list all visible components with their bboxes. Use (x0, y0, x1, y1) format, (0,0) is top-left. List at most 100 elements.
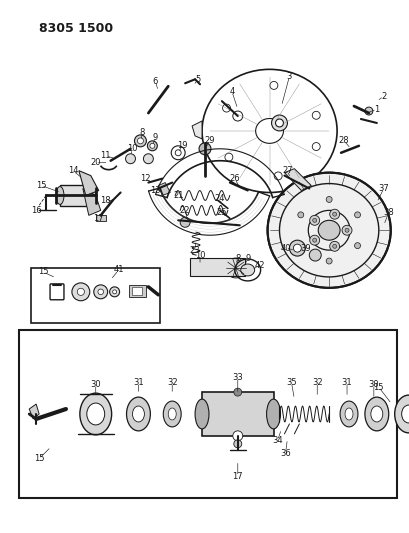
Circle shape (332, 212, 336, 216)
Text: 15: 15 (36, 181, 46, 190)
Bar (202, 392, 273, 436)
Text: 24: 24 (214, 194, 225, 203)
Polygon shape (29, 404, 39, 419)
Ellipse shape (266, 399, 280, 429)
Circle shape (222, 104, 230, 112)
Ellipse shape (344, 408, 352, 420)
Ellipse shape (317, 220, 339, 240)
Circle shape (309, 235, 319, 245)
Text: 15: 15 (34, 454, 44, 463)
Text: 32: 32 (311, 378, 322, 387)
Text: 13: 13 (150, 186, 160, 195)
Circle shape (233, 440, 241, 448)
Text: 8: 8 (139, 128, 145, 138)
Circle shape (312, 219, 316, 222)
Ellipse shape (87, 403, 104, 425)
Text: 39: 39 (299, 244, 310, 253)
Circle shape (354, 212, 360, 218)
Ellipse shape (364, 397, 388, 431)
Text: 1: 1 (373, 104, 378, 114)
Text: 8: 8 (234, 254, 240, 263)
Circle shape (233, 388, 241, 396)
Text: 9: 9 (152, 133, 157, 142)
Circle shape (326, 258, 331, 264)
Circle shape (308, 249, 320, 261)
Text: 27: 27 (281, 166, 292, 175)
Ellipse shape (240, 264, 254, 276)
Circle shape (125, 154, 135, 164)
Text: 3: 3 (286, 72, 291, 81)
Ellipse shape (56, 187, 64, 205)
Circle shape (109, 287, 119, 297)
Text: 19: 19 (176, 141, 187, 150)
Text: 32: 32 (166, 378, 177, 387)
Circle shape (274, 172, 281, 180)
Circle shape (137, 138, 143, 144)
Ellipse shape (168, 408, 176, 420)
Text: 5: 5 (195, 75, 200, 84)
Circle shape (72, 283, 90, 301)
Bar (19, 329, 396, 498)
Polygon shape (284, 168, 310, 190)
Text: 42: 42 (254, 261, 264, 270)
Bar (132, 287, 142, 295)
Text: 41: 41 (113, 265, 124, 274)
Circle shape (230, 263, 240, 273)
Ellipse shape (80, 393, 111, 435)
Circle shape (112, 290, 116, 294)
Text: 33: 33 (232, 373, 243, 382)
Circle shape (289, 240, 305, 256)
Text: 12: 12 (140, 174, 150, 183)
Ellipse shape (339, 401, 357, 427)
Bar (60, 184, 92, 206)
Text: 14: 14 (67, 166, 78, 175)
Text: 36: 36 (279, 449, 290, 458)
Polygon shape (79, 171, 99, 196)
Circle shape (150, 143, 155, 148)
Text: 29: 29 (204, 136, 215, 146)
Text: 15: 15 (38, 268, 48, 277)
Text: 10: 10 (194, 251, 205, 260)
Circle shape (269, 82, 277, 90)
Text: 15: 15 (373, 383, 383, 392)
Ellipse shape (163, 401, 181, 427)
Ellipse shape (394, 395, 409, 433)
Circle shape (309, 215, 319, 225)
Circle shape (98, 289, 103, 295)
Text: 21: 21 (173, 191, 183, 200)
Circle shape (180, 217, 190, 227)
Circle shape (293, 244, 301, 252)
Ellipse shape (126, 397, 150, 431)
Text: 31: 31 (133, 378, 144, 387)
Circle shape (134, 135, 146, 147)
Circle shape (329, 241, 339, 251)
Text: 28: 28 (338, 136, 348, 146)
Circle shape (297, 243, 303, 248)
Ellipse shape (267, 173, 390, 288)
Text: 38: 38 (382, 208, 393, 217)
Text: 30: 30 (368, 379, 378, 389)
Text: 4: 4 (229, 87, 234, 96)
Circle shape (225, 153, 232, 161)
Text: 6: 6 (152, 77, 157, 86)
Text: 10: 10 (127, 144, 137, 154)
Text: 30: 30 (90, 379, 101, 389)
Circle shape (364, 107, 372, 115)
Text: 9: 9 (245, 254, 250, 263)
Text: 8305 1500: 8305 1500 (39, 22, 113, 35)
Text: 22: 22 (180, 206, 190, 215)
Text: 31: 31 (341, 378, 351, 387)
Text: 40: 40 (279, 244, 290, 253)
Text: 35: 35 (285, 378, 296, 387)
Circle shape (312, 111, 319, 119)
Circle shape (332, 244, 336, 248)
Circle shape (354, 243, 360, 248)
Text: 17: 17 (93, 214, 104, 223)
Circle shape (312, 143, 319, 150)
Text: 37: 37 (378, 184, 388, 193)
Text: 17: 17 (232, 472, 243, 481)
Polygon shape (158, 183, 170, 196)
Text: 16: 16 (31, 206, 41, 215)
Text: 26: 26 (229, 174, 240, 183)
Ellipse shape (370, 406, 382, 422)
